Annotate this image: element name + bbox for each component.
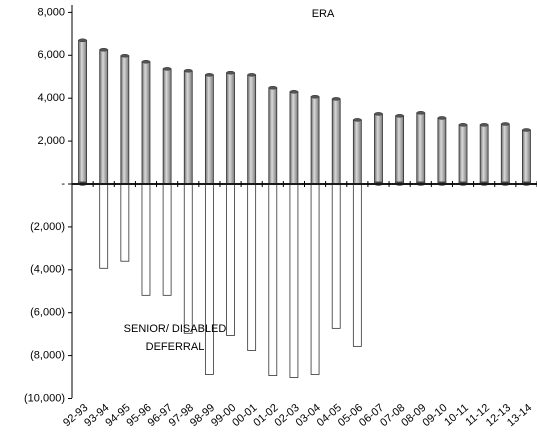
bar-cap <box>78 38 87 43</box>
bar <box>331 183 341 329</box>
annotation: ERA <box>312 8 335 20</box>
bar <box>247 183 257 351</box>
y-tick-label: 8,000 <box>37 6 65 18</box>
bar <box>289 183 299 378</box>
bar <box>204 183 214 375</box>
bar <box>416 112 426 185</box>
bar <box>141 183 151 296</box>
bar <box>289 91 299 185</box>
bar-cap <box>99 47 108 52</box>
annotation: SENIOR/ DISABLED <box>124 323 227 335</box>
bar-cap <box>162 67 172 71</box>
bar-cap <box>416 111 425 115</box>
bar <box>310 183 320 375</box>
bar <box>395 115 405 185</box>
bar-cap <box>268 85 278 90</box>
bar <box>247 74 257 185</box>
bar-cap <box>226 70 235 75</box>
bar <box>99 49 109 185</box>
bar <box>352 119 362 185</box>
bar-cap <box>501 122 510 126</box>
bar <box>374 113 383 185</box>
bar-cap <box>184 68 193 73</box>
bar <box>78 39 87 185</box>
bar <box>183 183 193 334</box>
bar-cap <box>120 53 130 58</box>
bar-cap <box>374 112 383 116</box>
bar <box>268 183 278 376</box>
bar-cap <box>353 118 362 122</box>
y-tick-label: (6,000) <box>30 307 65 319</box>
bar <box>162 183 172 296</box>
bar-cap <box>331 97 341 101</box>
bar <box>120 55 130 185</box>
bar <box>331 98 341 185</box>
bar <box>204 74 214 185</box>
y-tick-label: - <box>61 178 65 190</box>
x-tick-label: 09-10 <box>420 402 449 429</box>
bar <box>226 72 235 185</box>
bar <box>458 124 468 185</box>
bar <box>479 124 489 185</box>
y-tick-label: 6,000 <box>37 49 65 61</box>
x-tick-label: 13-14 <box>505 402 534 429</box>
bar <box>141 61 151 185</box>
bar-cap <box>205 73 214 77</box>
y-tick-label: (8,000) <box>30 350 65 362</box>
bar <box>310 96 320 185</box>
bar <box>99 183 109 269</box>
bar <box>162 68 172 185</box>
bar <box>120 183 130 262</box>
bar <box>226 183 235 336</box>
y-tick-label: 2,000 <box>37 135 65 147</box>
bar-cap <box>289 90 299 94</box>
y-tick-label: 4,000 <box>37 92 65 104</box>
bar <box>437 117 447 185</box>
bar-cap <box>437 116 447 120</box>
bar-cap <box>310 94 320 99</box>
bar-cap <box>141 59 151 64</box>
bar-cap <box>458 123 468 127</box>
y-tick-label: (4,000) <box>30 264 65 276</box>
y-tick-label: (10,000) <box>24 392 65 404</box>
y-tick-label: (2,000) <box>30 221 65 233</box>
bar <box>352 183 362 347</box>
bar <box>522 129 531 185</box>
annotation: DEFERRAL <box>146 341 205 353</box>
bar <box>500 123 510 185</box>
bar-cap <box>395 114 404 118</box>
bar-cap <box>247 73 256 77</box>
bar <box>268 87 278 185</box>
bar-cap <box>522 128 531 132</box>
bar-cap <box>479 123 489 127</box>
bar <box>183 70 193 185</box>
